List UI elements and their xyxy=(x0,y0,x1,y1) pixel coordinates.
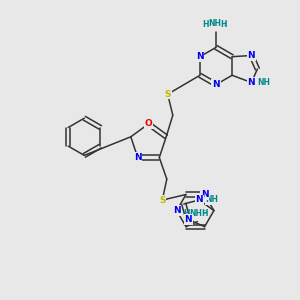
Text: N: N xyxy=(195,196,203,205)
Text: N: N xyxy=(173,206,181,215)
Text: N: N xyxy=(248,51,255,60)
Text: $_2$: $_2$ xyxy=(223,20,228,28)
Text: N: N xyxy=(134,153,142,162)
Text: H: H xyxy=(183,209,189,218)
Text: NH: NH xyxy=(189,209,203,218)
Text: N: N xyxy=(196,52,204,61)
Text: H: H xyxy=(220,20,227,29)
Text: S: S xyxy=(159,196,166,205)
Text: NH: NH xyxy=(257,78,271,87)
Text: O: O xyxy=(145,119,152,128)
Text: N: N xyxy=(212,80,220,89)
Text: $_2$: $_2$ xyxy=(203,209,208,218)
Text: N: N xyxy=(184,215,192,224)
Text: N: N xyxy=(248,78,255,87)
Text: H: H xyxy=(202,209,208,218)
Text: H: H xyxy=(202,20,209,29)
Text: S: S xyxy=(164,90,171,99)
Text: NH: NH xyxy=(208,19,221,28)
Text: NH: NH xyxy=(205,196,218,205)
Text: N: N xyxy=(201,190,208,199)
